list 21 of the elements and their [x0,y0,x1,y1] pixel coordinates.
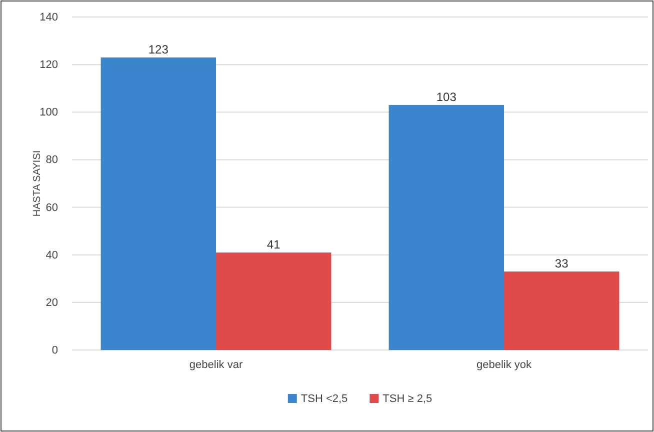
y-tick-label: 100 [40,106,58,119]
y-tick-label: 60 [46,202,58,214]
data-label: 41 [266,237,281,252]
legend-label: TSH <2,5 [300,393,348,405]
data-label: 123 [148,42,169,56]
x-tick-label: gebelik var [189,358,243,371]
bar [388,105,504,350]
bar [216,252,332,350]
y-axis-title: HASTA SAYISI [32,150,43,217]
y-tick-label: 0 [52,344,58,357]
y-tick-label: 140 [40,12,58,24]
y-tick-label: 80 [46,154,58,166]
bar [100,57,216,350]
data-label: 33 [554,256,569,271]
y-tick-label: 40 [46,249,58,262]
legend-label: TSH ≥ 2,5 [382,393,432,405]
y-tick-label: 120 [40,59,58,72]
x-tick-label: gebelik yok [476,358,532,371]
data-label: 103 [436,90,457,104]
y-tick-label: 20 [46,296,58,309]
bar [504,272,620,350]
